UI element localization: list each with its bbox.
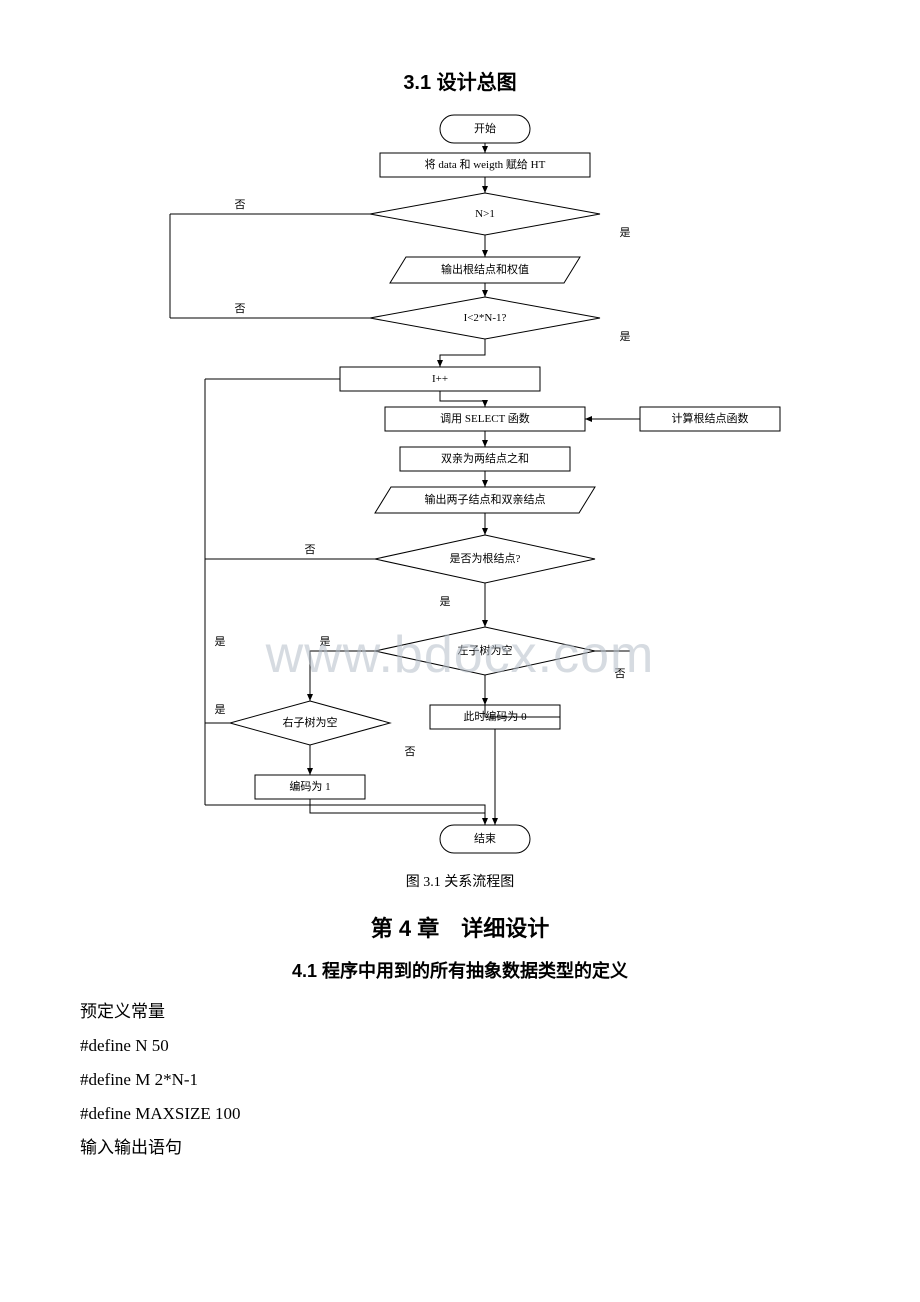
svg-text:是: 是 — [215, 635, 226, 648]
svg-text:结束: 结束 — [474, 832, 496, 845]
figure-3-1-caption: 图 3.1 关系流程图 — [80, 871, 840, 891]
body-line: 输入输出语句 — [80, 1131, 840, 1165]
svg-text:输出两子结点和双亲结点: 输出两子结点和双亲结点 — [425, 492, 546, 506]
body-text-block: 预定义常量#define N 50#define M 2*N-1#define … — [80, 995, 840, 1165]
svg-text:开始: 开始 — [474, 121, 496, 135]
svg-text:是: 是 — [620, 226, 631, 239]
svg-text:此时编码为 0: 此时编码为 0 — [463, 709, 527, 723]
svg-text:编码为 1: 编码为 1 — [289, 779, 330, 793]
chapter-4-title: 第 4 章 详细设计 — [80, 911, 840, 943]
svg-text:计算根结点函数: 计算根结点函数 — [672, 411, 749, 425]
body-line: #define N 50 — [80, 1029, 840, 1063]
svg-text:否: 否 — [305, 544, 316, 556]
svg-text:左子树为空: 左子树为空 — [458, 643, 513, 657]
svg-text:是: 是 — [215, 703, 226, 716]
svg-text:是否为根结点?: 是否为根结点? — [450, 551, 521, 565]
body-line: #define M 2*N-1 — [80, 1063, 840, 1097]
svg-text:否: 否 — [405, 746, 416, 758]
svg-text:否: 否 — [235, 199, 246, 211]
section-3-1-title: 3.1 设计总图 — [80, 66, 840, 95]
section-4-1-title: 4.1 程序中用到的所有抽象数据类型的定义 — [80, 957, 840, 983]
svg-text:I++: I++ — [432, 373, 448, 385]
flowchart-svg: 开始将 data 和 weigth 赋给 HT N>1 输出根结点和权值 I<2*N-… — [110, 105, 810, 865]
svg-text:N>1: N>1 — [475, 208, 495, 220]
svg-text:否: 否 — [615, 668, 626, 680]
svg-text:是: 是 — [320, 635, 331, 648]
svg-text:右子树为空: 右子树为空 — [283, 715, 338, 729]
svg-text:是: 是 — [620, 330, 631, 343]
svg-text:是: 是 — [440, 595, 451, 608]
svg-text:调用 SELECT 函数: 调用 SELECT 函数 — [440, 412, 530, 425]
svg-text:双亲为两结点之和: 双亲为两结点之和 — [441, 451, 529, 465]
svg-text:输出根结点和权值: 输出根结点和权值 — [441, 262, 529, 276]
svg-text:否: 否 — [235, 303, 246, 315]
body-line: #define MAXSIZE 100 — [80, 1097, 840, 1131]
flowchart-container: www.bdocx.com 开始将 data 和 weigth 赋给 HTN>1… — [80, 105, 840, 865]
svg-text:I<2*N-1?: I<2*N-1? — [464, 312, 507, 324]
body-line: 预定义常量 — [80, 995, 840, 1029]
svg-text:将 data 和 weigth 赋给 HT: 将 data 和 weigth 赋给 HT — [425, 158, 546, 171]
